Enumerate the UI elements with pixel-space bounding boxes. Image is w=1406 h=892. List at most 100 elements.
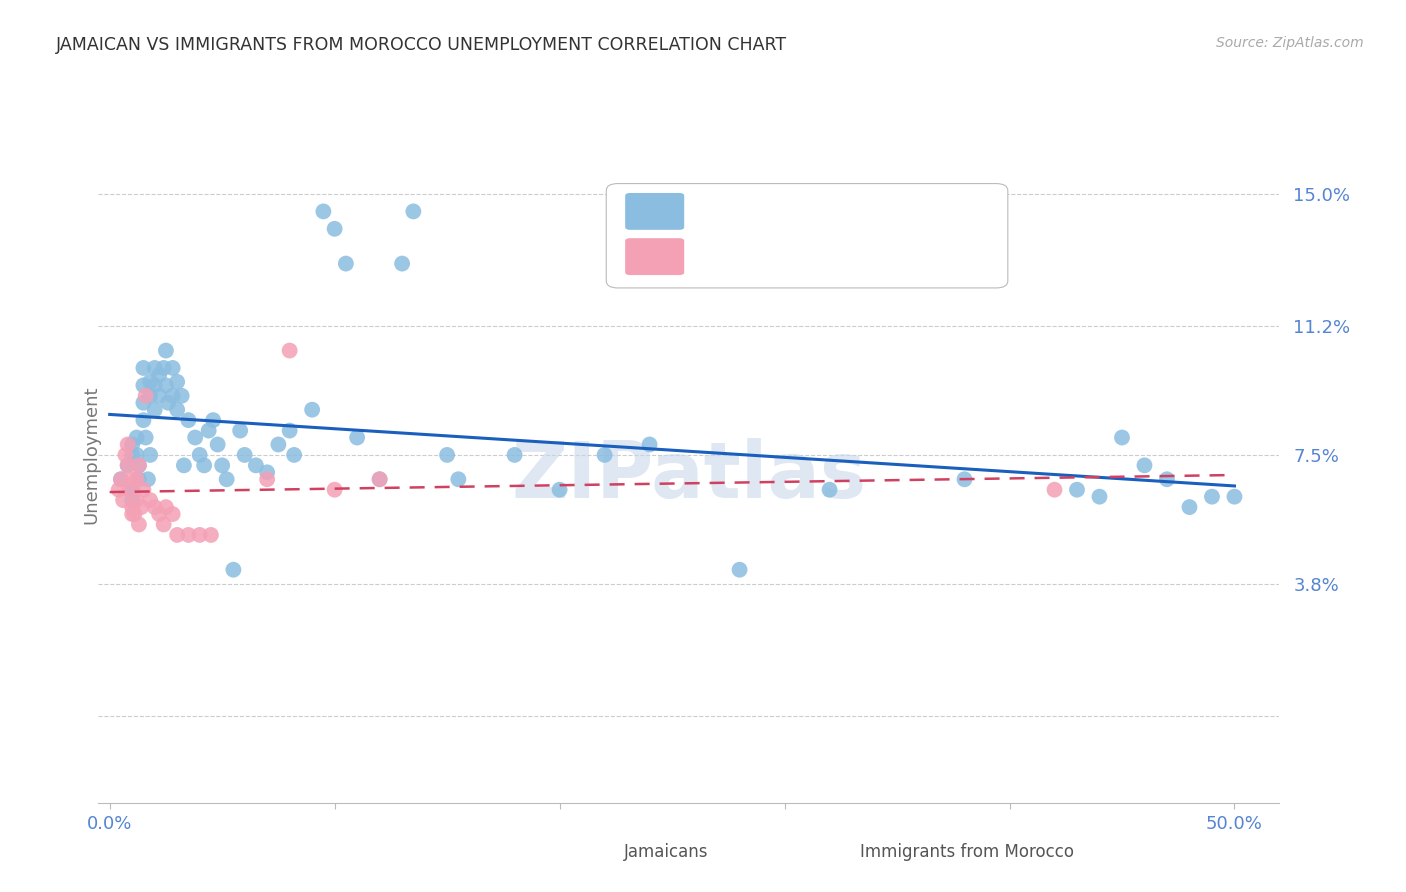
- Point: [222, 563, 245, 577]
- Point: [177, 528, 200, 542]
- Point: [136, 472, 159, 486]
- Text: ZIPatlas: ZIPatlas: [512, 438, 866, 514]
- Point: [128, 517, 150, 532]
- Point: [391, 257, 413, 271]
- Point: [368, 472, 391, 486]
- Point: [125, 493, 148, 508]
- Y-axis label: Unemployment: Unemployment: [83, 385, 100, 524]
- Text: Jamaicans: Jamaicans: [624, 843, 709, 861]
- Point: [162, 389, 184, 403]
- Text: Immigrants from Morocco: Immigrants from Morocco: [860, 843, 1074, 861]
- Point: [148, 368, 170, 382]
- Point: [177, 413, 200, 427]
- Point: [155, 343, 177, 358]
- Point: [323, 483, 346, 497]
- Point: [124, 507, 146, 521]
- Point: [128, 472, 150, 486]
- Point: [312, 204, 335, 219]
- Point: [132, 396, 155, 410]
- Point: [638, 437, 661, 451]
- Text: R = 0.086: R = 0.086: [695, 202, 793, 220]
- Point: [593, 448, 616, 462]
- FancyBboxPatch shape: [572, 836, 619, 868]
- Point: [152, 360, 174, 375]
- Point: [1201, 490, 1223, 504]
- Point: [143, 500, 166, 514]
- Point: [139, 389, 162, 403]
- Point: [117, 437, 139, 451]
- Point: [953, 472, 976, 486]
- Point: [139, 448, 162, 462]
- Point: [121, 472, 143, 486]
- Point: [112, 493, 135, 508]
- Point: [447, 472, 470, 486]
- Point: [1066, 483, 1088, 497]
- Point: [245, 458, 267, 473]
- Point: [132, 483, 155, 497]
- Point: [128, 458, 150, 473]
- Point: [188, 528, 211, 542]
- Point: [211, 458, 233, 473]
- Point: [155, 378, 177, 392]
- Point: [1133, 458, 1156, 473]
- Text: N = 33: N = 33: [842, 248, 910, 266]
- Point: [202, 413, 225, 427]
- Point: [170, 389, 193, 403]
- Point: [143, 402, 166, 417]
- Point: [335, 257, 357, 271]
- Point: [1043, 483, 1066, 497]
- Point: [143, 360, 166, 375]
- Point: [121, 483, 143, 497]
- Point: [173, 458, 195, 473]
- Point: [166, 402, 188, 417]
- Point: [256, 472, 278, 486]
- Point: [233, 448, 256, 462]
- Point: [728, 563, 751, 577]
- Point: [157, 396, 180, 410]
- Point: [129, 500, 152, 514]
- Point: [148, 507, 170, 521]
- Point: [128, 458, 150, 473]
- Point: [200, 528, 222, 542]
- FancyBboxPatch shape: [808, 836, 855, 868]
- Point: [110, 472, 132, 486]
- Point: [548, 483, 571, 497]
- Text: N = 76: N = 76: [842, 202, 910, 220]
- Point: [368, 472, 391, 486]
- Point: [121, 437, 143, 451]
- Point: [117, 458, 139, 473]
- Text: R = 0.037: R = 0.037: [695, 248, 793, 266]
- Point: [278, 424, 301, 438]
- Point: [107, 483, 129, 497]
- Point: [256, 466, 278, 480]
- Point: [121, 507, 143, 521]
- Point: [132, 360, 155, 375]
- Point: [166, 375, 188, 389]
- Point: [188, 448, 211, 462]
- Point: [135, 389, 157, 403]
- Point: [1156, 472, 1178, 486]
- Point: [301, 402, 323, 417]
- Point: [162, 360, 184, 375]
- Point: [155, 500, 177, 514]
- Point: [503, 448, 526, 462]
- Point: [207, 437, 229, 451]
- Point: [114, 448, 136, 462]
- Text: Source: ZipAtlas.com: Source: ZipAtlas.com: [1216, 36, 1364, 50]
- Point: [323, 221, 346, 235]
- Point: [1178, 500, 1201, 514]
- Point: [818, 483, 841, 497]
- Point: [1088, 490, 1111, 504]
- Point: [162, 507, 184, 521]
- Text: JAMAICAN VS IMMIGRANTS FROM MOROCCO UNEMPLOYMENT CORRELATION CHART: JAMAICAN VS IMMIGRANTS FROM MOROCCO UNEM…: [56, 36, 787, 54]
- Point: [346, 430, 368, 444]
- Point: [436, 448, 458, 462]
- Point: [125, 448, 148, 462]
- Point: [229, 424, 252, 438]
- Point: [118, 483, 141, 497]
- Point: [402, 204, 425, 219]
- Point: [139, 375, 162, 389]
- Point: [1223, 490, 1246, 504]
- Point: [1111, 430, 1133, 444]
- FancyBboxPatch shape: [626, 238, 685, 275]
